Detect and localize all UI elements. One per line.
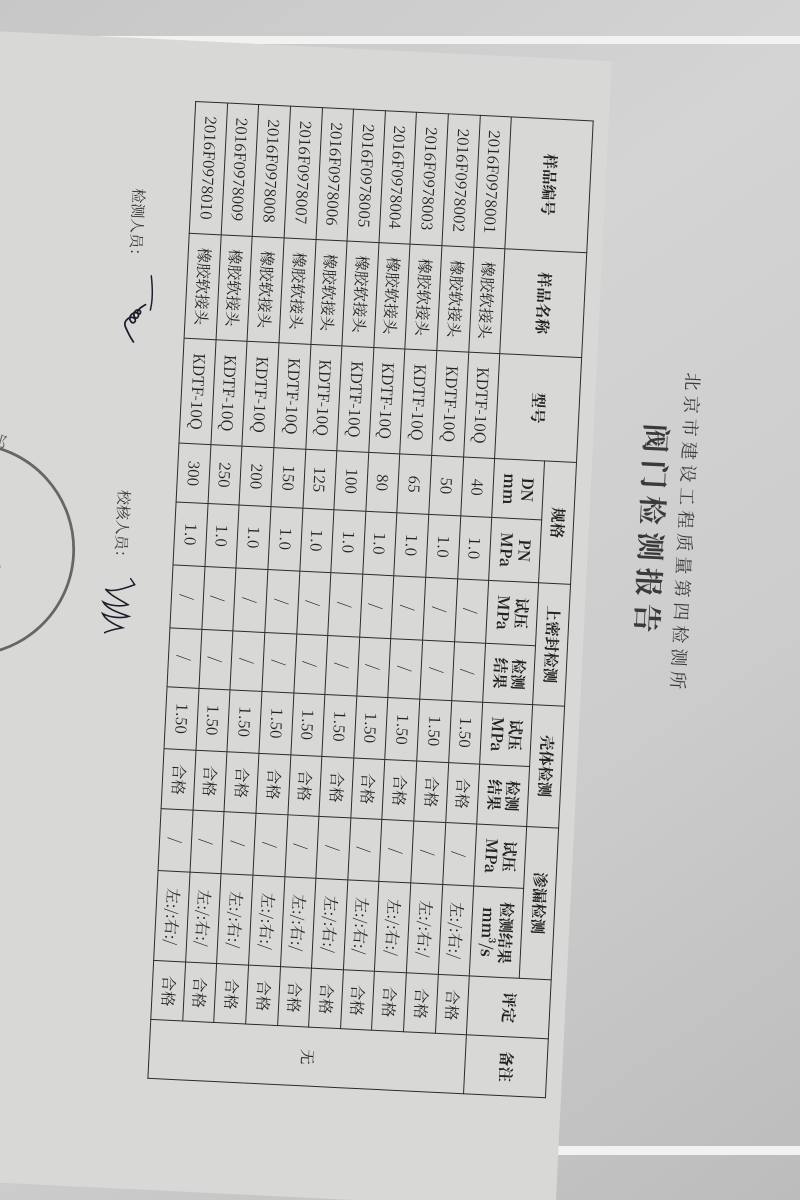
svg-text:其: 其 [0,558,7,582]
svg-text:北京市阀门检测经营部: 北京市阀门检测经营部 [0,418,11,540]
